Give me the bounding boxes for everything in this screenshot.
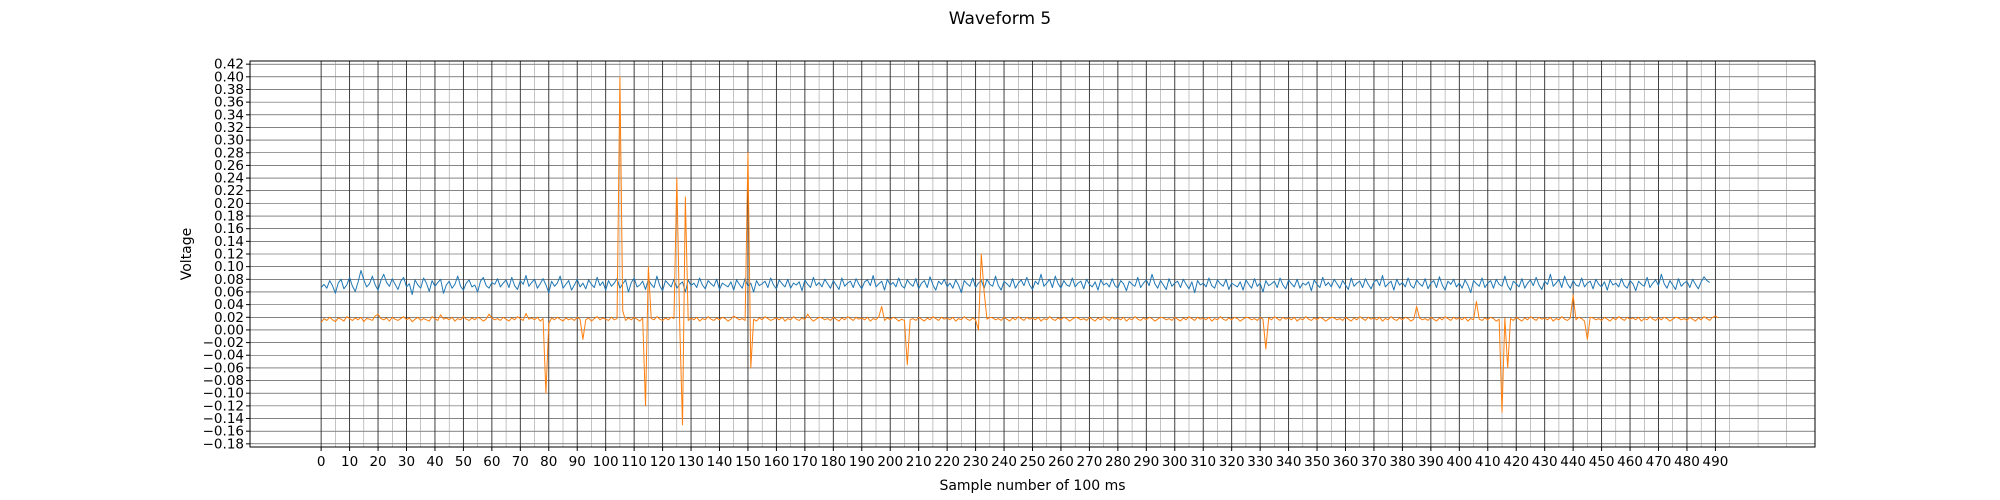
y-tick-label: 0.18 (214, 209, 244, 225)
x-tick-label: 180 (820, 454, 846, 470)
x-tick-label: 470 (1646, 454, 1672, 470)
x-tick-label: 410 (1475, 454, 1501, 470)
y-tick-label: 0.08 (214, 272, 244, 288)
y-tick-label: −0.12 (203, 398, 244, 414)
x-tick-label: 20 (369, 454, 386, 470)
x-tick-label: 210 (906, 454, 932, 470)
y-tick-label: 0.02 (214, 310, 244, 326)
x-tick-label: 130 (678, 454, 704, 470)
y-tick-label: 0.20 (214, 196, 244, 212)
x-tick-label: 240 (991, 454, 1017, 470)
y-tick-label: −0.08 (203, 373, 244, 389)
x-tick-label: 10 (341, 454, 358, 470)
x-tick-label: 250 (1020, 454, 1046, 470)
x-tick-label: 320 (1219, 454, 1245, 470)
x-tick-label: 220 (934, 454, 960, 470)
y-tick-label: −0.02 (203, 335, 244, 351)
x-tick-label: 460 (1617, 454, 1643, 470)
x-tick-label: 430 (1532, 454, 1558, 470)
y-tick-label: −0.14 (203, 411, 244, 427)
y-tick-label: 0.36 (214, 95, 244, 111)
y-tick-label: 0.12 (214, 247, 244, 263)
x-tick-label: 230 (963, 454, 989, 470)
x-tick-label: 110 (621, 454, 647, 470)
grid (250, 61, 1815, 447)
x-tick-label: 280 (1105, 454, 1131, 470)
y-tick-label: −0.16 (203, 424, 244, 440)
y-tick-label: 0.26 (214, 158, 244, 174)
y-tick-label: 0.22 (214, 183, 244, 199)
y-tick-label: 0.04 (214, 297, 244, 313)
x-tick-label: 40 (426, 454, 443, 470)
x-tick-label: 170 (792, 454, 818, 470)
x-tick-label: 370 (1361, 454, 1387, 470)
series-line-1 (320, 269, 1710, 295)
x-tick-label: 70 (512, 454, 529, 470)
x-tick-label: 450 (1589, 454, 1615, 470)
x-tick-label: 490 (1703, 454, 1729, 470)
x-tick-label: 140 (707, 454, 733, 470)
x-tick-label: 190 (849, 454, 875, 470)
x-tick-label: 100 (593, 454, 619, 470)
x-tick-label: 380 (1390, 454, 1416, 470)
x-tick-label: 420 (1503, 454, 1529, 470)
y-tick-label: 0.34 (214, 107, 244, 123)
x-tick-label: 350 (1304, 454, 1330, 470)
x-tick-label: 60 (483, 454, 500, 470)
y-axis-title: Voltage (179, 228, 195, 281)
y-tick-label: 0.16 (214, 221, 244, 237)
x-tick-label: 290 (1133, 454, 1159, 470)
y-tick-label: 0.38 (214, 82, 244, 98)
x-tick-label: 330 (1247, 454, 1273, 470)
y-tick-label: 0.42 (214, 57, 244, 73)
x-tick-label: 360 (1333, 454, 1359, 470)
y-tick-label: −0.06 (203, 360, 244, 376)
x-tick-label: 200 (877, 454, 903, 470)
y-tick-label: −0.04 (203, 348, 244, 364)
x-tick-label: 390 (1418, 454, 1444, 470)
y-tick-label: 0.14 (214, 234, 244, 250)
y-tick-label: 0.40 (214, 69, 244, 85)
x-tick-label: 150 (735, 454, 761, 470)
series-line-2 (320, 76, 1719, 426)
x-tick-label: 80 (540, 454, 557, 470)
series-layer (320, 76, 1719, 426)
y-tick-label: 0.00 (214, 322, 244, 338)
x-tick-label: 480 (1674, 454, 1700, 470)
x-tick-label: 160 (764, 454, 790, 470)
x-tick-label: 0 (317, 454, 326, 470)
y-tick-label: −0.10 (203, 386, 244, 402)
x-tick-label: 260 (1048, 454, 1074, 470)
x-tick-label: 300 (1162, 454, 1188, 470)
x-tick-label: 270 (1077, 454, 1103, 470)
y-tick-label: 0.28 (214, 145, 244, 161)
y-tick-label: 0.10 (214, 259, 244, 275)
y-axis: 0.420.400.380.360.340.320.300.280.260.24… (203, 57, 250, 452)
y-tick-label: 0.32 (214, 120, 244, 136)
chart-title: Waveform 5 (949, 9, 1052, 29)
x-tick-label: 440 (1560, 454, 1586, 470)
x-axis-title: Sample number of 100 ms (939, 478, 1125, 494)
x-tick-label: 340 (1276, 454, 1302, 470)
y-tick-label: 0.30 (214, 133, 244, 149)
x-tick-label: 50 (455, 454, 472, 470)
y-tick-label: 0.06 (214, 284, 244, 300)
y-tick-label: −0.18 (203, 436, 244, 452)
x-axis: 0 10 20 30 40 50 60 70 80 90 100 110 120 130 140 150 160… (317, 447, 1728, 470)
x-tick-label: 30 (398, 454, 415, 470)
x-tick-label: 400 (1446, 454, 1472, 470)
y-tick-label: 0.24 (214, 171, 244, 187)
x-tick-label: 90 (569, 454, 586, 470)
x-tick-label: 310 (1190, 454, 1216, 470)
x-tick-label: 120 (650, 454, 676, 470)
